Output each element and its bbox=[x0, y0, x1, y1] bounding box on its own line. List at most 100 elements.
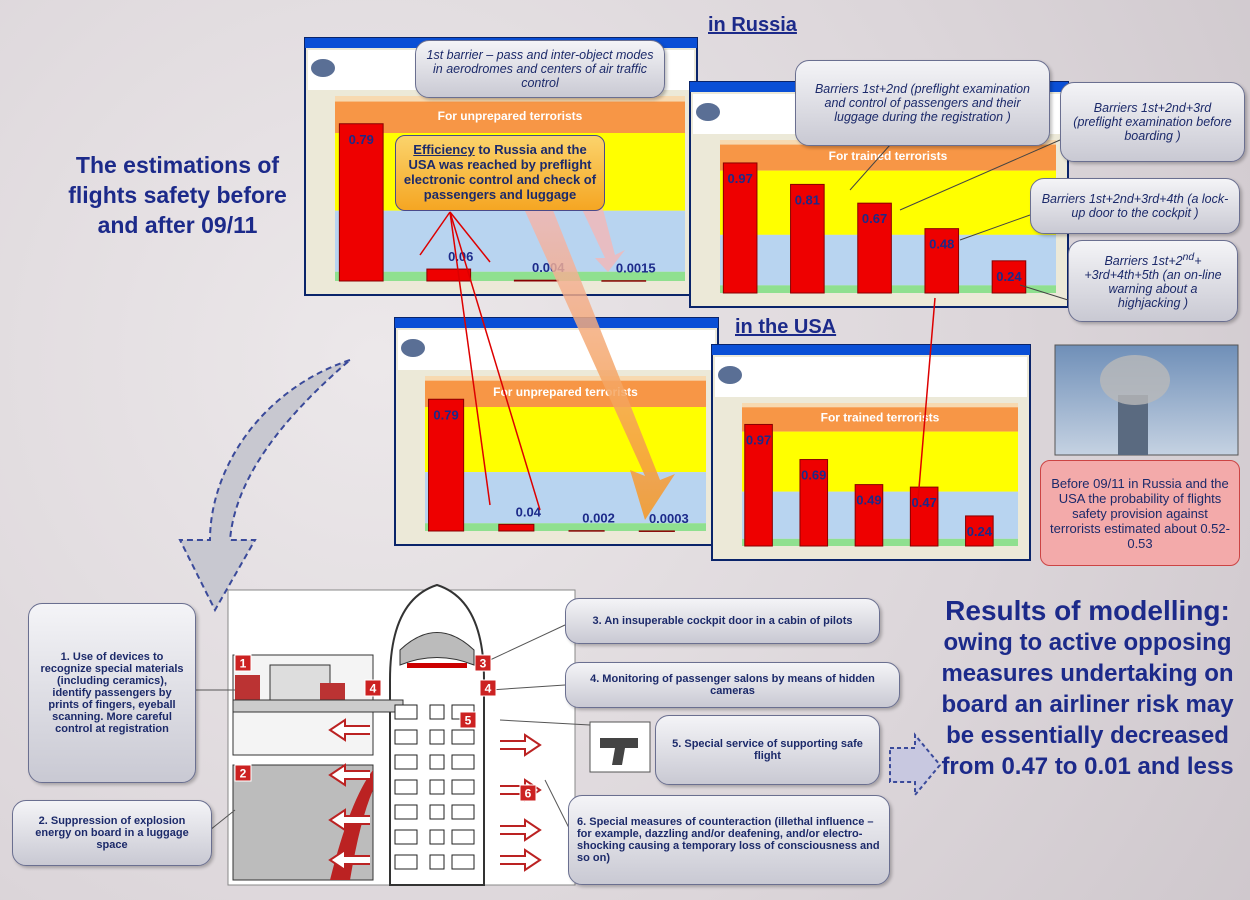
seat-window bbox=[394, 704, 418, 720]
plot-band bbox=[335, 96, 685, 102]
band-label: For trained terrorists bbox=[821, 411, 940, 425]
cockpit-door bbox=[407, 663, 467, 668]
window-header bbox=[715, 357, 1027, 397]
marker-label: 4 bbox=[485, 682, 492, 696]
photo-smoke bbox=[1100, 355, 1170, 405]
red-arrow bbox=[917, 297, 936, 501]
efficiency-box: Efficiency to Russia and the USA was rea… bbox=[395, 135, 605, 211]
bar bbox=[426, 268, 472, 282]
callout-text: Barriers 1st+2 bbox=[1104, 254, 1183, 269]
measure: 6. Special measures of counteraction (il… bbox=[568, 795, 890, 885]
plot-band bbox=[335, 210, 685, 272]
bar-value-label: 0.24 bbox=[967, 524, 993, 539]
arrow bbox=[580, 198, 625, 272]
seat-window bbox=[451, 729, 475, 745]
efficiency-underlined: Efficiency bbox=[413, 142, 475, 157]
results-arrow bbox=[889, 732, 942, 798]
measure: 2. Suppression of explosion energy on bo… bbox=[12, 800, 212, 866]
measure: 3. An insuperable cockpit door in a cabi… bbox=[565, 598, 880, 644]
window-titlebar bbox=[395, 318, 718, 328]
big-arrow bbox=[520, 190, 675, 520]
seat-window bbox=[451, 754, 475, 770]
band-label: For unprepared terrorists bbox=[438, 109, 583, 123]
photo-tower bbox=[1118, 395, 1148, 455]
measure: 4. Monitoring of passenger salons by mea… bbox=[565, 662, 900, 708]
seat-window bbox=[394, 729, 418, 745]
marker-label: 6 bbox=[525, 787, 532, 801]
seat-window bbox=[429, 829, 445, 845]
cockpit bbox=[399, 632, 475, 666]
bar-value-label: 0.69 bbox=[801, 468, 826, 483]
seat-window bbox=[429, 754, 445, 770]
seat-window bbox=[429, 729, 445, 745]
bar bbox=[498, 523, 535, 532]
bar-value-label: 0.002 bbox=[582, 511, 615, 526]
bar bbox=[909, 486, 939, 547]
red-arrow bbox=[328, 808, 370, 832]
seat-window bbox=[429, 804, 445, 820]
plot-band bbox=[742, 403, 1018, 408]
red-arrow bbox=[328, 718, 370, 742]
marker-box bbox=[479, 679, 497, 697]
luggage bbox=[320, 683, 345, 703]
bar bbox=[790, 183, 825, 294]
bar-value-label: 0.67 bbox=[862, 211, 887, 226]
bar-value-label: 0.79 bbox=[433, 407, 458, 422]
results-text: owing to active opposing measures undert… bbox=[941, 629, 1234, 780]
marker-label: 4 bbox=[370, 682, 377, 696]
red-arrow bbox=[449, 211, 491, 263]
seat-window bbox=[394, 829, 418, 845]
marker-box bbox=[474, 654, 492, 672]
red-arrow bbox=[449, 211, 491, 506]
bar bbox=[924, 228, 960, 294]
callout: Barriers 1st+2nd+3rd+4th (a lock-up door… bbox=[1030, 178, 1240, 234]
red-arrow bbox=[500, 818, 542, 842]
connector bbox=[959, 214, 1031, 241]
dashed-arrow bbox=[178, 359, 351, 613]
bar-value-label: 0.81 bbox=[795, 192, 820, 207]
bar-value-label: 0.0015 bbox=[616, 261, 656, 276]
plot-band bbox=[742, 407, 1018, 432]
seat-window bbox=[451, 804, 475, 820]
russia-heading: in Russia bbox=[708, 14, 797, 36]
marker-label: 1 bbox=[240, 657, 247, 671]
seat-window bbox=[394, 854, 418, 870]
marker-box bbox=[234, 764, 252, 782]
connector bbox=[899, 139, 1061, 211]
luggage bbox=[235, 675, 260, 700]
seat-window bbox=[429, 779, 445, 795]
slide-title: The estimations of flights safety before… bbox=[68, 152, 287, 238]
callout: Barriers 1st+2nd (preflight examination … bbox=[795, 60, 1050, 146]
plot-band bbox=[742, 431, 1018, 492]
connector bbox=[1019, 284, 1069, 301]
plot-band bbox=[425, 523, 706, 531]
bar bbox=[854, 484, 884, 547]
plot-band bbox=[425, 380, 706, 407]
seat-window bbox=[429, 854, 445, 870]
results-heading: Results of modelling: bbox=[945, 595, 1230, 626]
marker-label: 2 bbox=[240, 767, 247, 781]
window-icon bbox=[718, 366, 742, 384]
bar bbox=[638, 530, 675, 532]
bar-value-label: 0.0003 bbox=[649, 511, 689, 526]
bar-value-label: 0.79 bbox=[349, 132, 374, 147]
bar bbox=[722, 162, 758, 294]
seat-window bbox=[394, 779, 418, 795]
red-arrow bbox=[500, 733, 542, 757]
red-arrow bbox=[419, 211, 451, 256]
callout-text: + +3rd+4th+5th (an on-line warning about… bbox=[1084, 254, 1222, 311]
callout-lines bbox=[849, 139, 1069, 301]
bar bbox=[744, 423, 773, 547]
band-label: For unprepared terrorists bbox=[493, 385, 638, 399]
seat-window bbox=[451, 854, 475, 870]
callout: Barriers 1st+2nd+ +3rd+4th+5th (an on-li… bbox=[1068, 240, 1238, 322]
usa-heading: in the USA bbox=[735, 316, 837, 338]
bar-value-label: 0.48 bbox=[929, 237, 954, 252]
bar bbox=[857, 202, 892, 294]
band-label: For trained terrorists bbox=[829, 149, 948, 163]
bar-value-label: 0.97 bbox=[746, 432, 771, 447]
marker-label: 3 bbox=[480, 657, 487, 671]
results: Results of modelling: owing to active op… bbox=[930, 595, 1245, 782]
window-icon bbox=[401, 339, 425, 357]
measure: 1. Use of devices to recognize special m… bbox=[28, 603, 196, 783]
